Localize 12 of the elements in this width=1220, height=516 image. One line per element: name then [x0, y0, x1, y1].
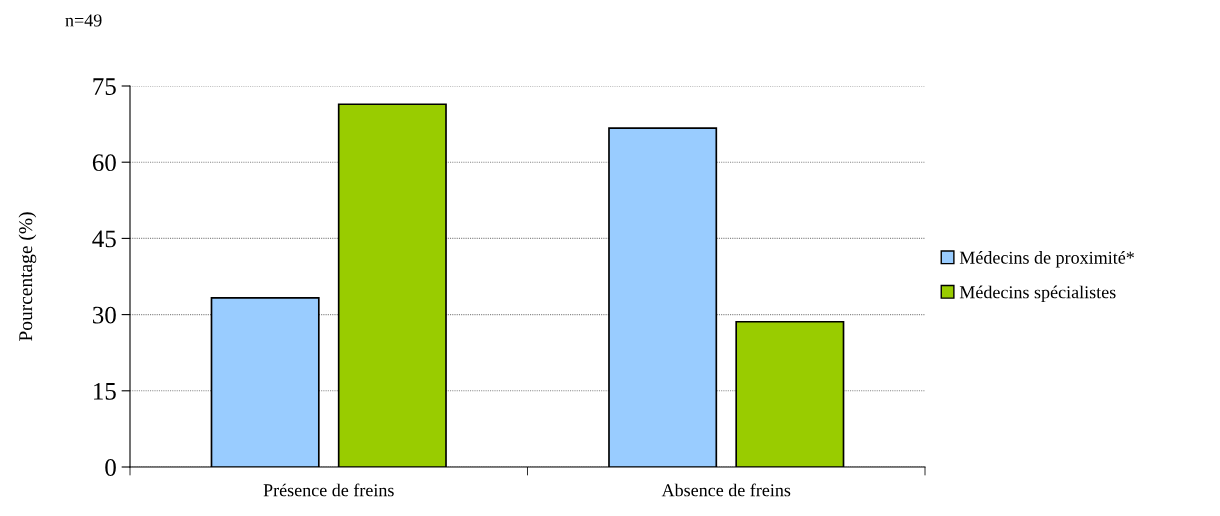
x-tick-label: Présence de freins	[263, 483, 394, 497]
y-axis-title: Pourcentage (%)	[18, 212, 37, 341]
legend-label: Médecins spécialistes	[959, 285, 1116, 303]
y-tick-label: 0	[105, 459, 116, 476]
y-tick-label: 45	[92, 230, 116, 248]
y-tick-label: 30	[93, 306, 116, 324]
y-tick-label: 15	[94, 382, 116, 400]
legend-label: Médecins de proximité*	[959, 251, 1134, 268]
y-tick-label: 75	[93, 78, 116, 95]
x-tick-label: Absence de freins	[661, 483, 791, 497]
text: n=49	[65, 14, 102, 27]
y-tick-label: 60	[92, 154, 116, 172]
